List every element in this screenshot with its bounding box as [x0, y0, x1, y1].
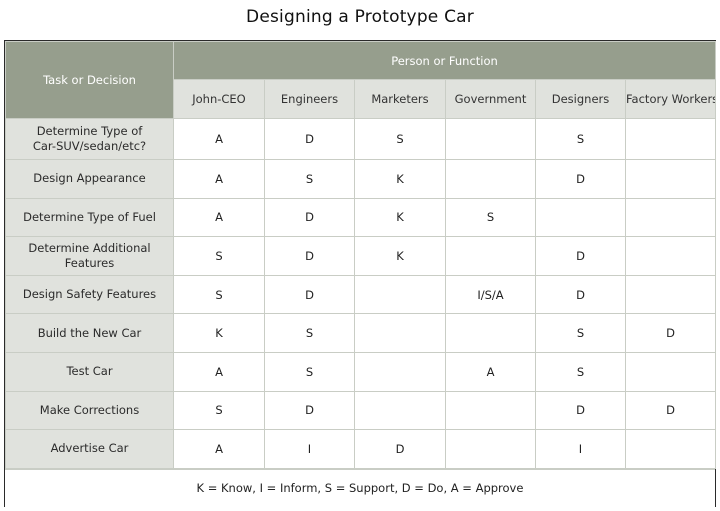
matrix-cell: D: [535, 159, 626, 199]
table-row: Determine Type of Fuel A D K S: [5, 197, 717, 238]
matrix-cell: [535, 197, 626, 238]
matrix-cell: [354, 313, 446, 353]
matrix-cell: S: [264, 351, 355, 392]
matrix-cell: S: [535, 118, 626, 160]
matrix-cell: [445, 429, 536, 469]
matrix-cell: K: [354, 197, 446, 238]
task-label: Determine Type of Fuel: [5, 197, 174, 238]
matrix-cell: [445, 159, 536, 199]
matrix-cell: D: [535, 274, 626, 315]
matrix-cell: [445, 118, 536, 160]
column-header: Government: [445, 79, 536, 119]
corner-header: Task or Decision: [5, 41, 174, 119]
task-label: Make Corrections: [5, 390, 174, 431]
matrix-cell: [624, 429, 717, 469]
matrix-cell: [624, 118, 717, 160]
matrix-cell: A: [173, 197, 265, 238]
matrix-cell: [624, 159, 717, 199]
column-header: John-CEO: [173, 79, 265, 119]
matrix-cell: I: [535, 429, 626, 469]
matrix-cell: A: [445, 351, 536, 392]
column-header: Factory Workers: [624, 79, 717, 119]
legend: K = Know, I = Inform, S = Support, D = D…: [5, 469, 715, 507]
matrix-cell: D: [264, 118, 355, 160]
table-row: Build the New Car K S S D: [5, 313, 717, 353]
responsibility-matrix: Task or Decision Person or Function John…: [4, 40, 717, 507]
matrix-cell: [624, 351, 717, 392]
matrix-table: Task or Decision Person or Function John…: [5, 41, 717, 469]
task-label: Advertise Car: [5, 429, 174, 469]
matrix-cell: [354, 390, 446, 431]
matrix-cell: [445, 236, 536, 276]
matrix-cell: D: [264, 236, 355, 276]
matrix-cell: S: [535, 313, 626, 353]
matrix-cell: S: [173, 236, 265, 276]
matrix-cell: [445, 390, 536, 431]
matrix-cell: D: [624, 313, 717, 353]
matrix-cell: A: [173, 118, 265, 160]
matrix-cell: K: [173, 313, 265, 353]
table-row: Test Car A S A S: [5, 351, 717, 392]
matrix-cell: [354, 351, 446, 392]
table-row: Make Corrections S D D D: [5, 390, 717, 431]
task-label: Test Car: [5, 351, 174, 392]
column-header: Designers: [535, 79, 626, 119]
matrix-cell: S: [445, 197, 536, 238]
matrix-cell: S: [264, 159, 355, 199]
table-row: Design Safety Features S D I/S/A D: [5, 274, 717, 315]
task-label: Determine Additional Features: [5, 236, 174, 276]
matrix-cell: I: [264, 429, 355, 469]
column-header: Marketers: [354, 79, 446, 119]
matrix-cell: A: [173, 159, 265, 199]
matrix-cell: D: [624, 390, 717, 431]
matrix-body: Determine Type of Car-SUV/sedan/etc? A D S S…: [5, 118, 717, 469]
task-label: Design Safety Features: [5, 274, 174, 315]
matrix-cell: D: [264, 197, 355, 238]
matrix-cell: I/S/A: [445, 274, 536, 315]
matrix-cell: S: [173, 390, 265, 431]
matrix-cell: K: [354, 159, 446, 199]
page-title: Designing a Prototype Car: [246, 7, 474, 27]
matrix-cell: S: [264, 313, 355, 353]
table-row: Design Appearance A S K D: [5, 159, 717, 199]
task-label: Determine Type of Car-SUV/sedan/etc?: [5, 118, 174, 160]
matrix-cell: [354, 274, 446, 315]
column-header: Engineers: [264, 79, 355, 119]
matrix-cell: [445, 313, 536, 353]
matrix-cell: S: [173, 274, 265, 315]
table-row: Advertise Car A I D I: [5, 429, 717, 469]
task-label: Design Appearance: [5, 159, 174, 199]
task-label: Build the New Car: [5, 313, 174, 353]
matrix-cell: [624, 274, 717, 315]
matrix-cell: D: [535, 390, 626, 431]
matrix-cell: [624, 236, 717, 276]
matrix-cell: K: [354, 236, 446, 276]
matrix-cell: A: [173, 351, 265, 392]
matrix-cell: S: [535, 351, 626, 392]
matrix-cell: D: [264, 390, 355, 431]
column-header-row: John-CEO Engineers Marketers Government Desi…: [6, 79, 717, 119]
table-row: Determine Additional Features S D K D: [5, 236, 717, 276]
table-row: Determine Type of Car-SUV/sedan/etc? A D S S: [5, 118, 717, 160]
matrix-cell: S: [354, 118, 446, 160]
matrix-cell: D: [264, 274, 355, 315]
matrix-cell: D: [354, 429, 446, 469]
matrix-cell: D: [535, 236, 626, 276]
group-header: Person or Function: [172, 41, 717, 80]
matrix-cell: A: [173, 429, 265, 469]
matrix-cell: [624, 197, 717, 238]
